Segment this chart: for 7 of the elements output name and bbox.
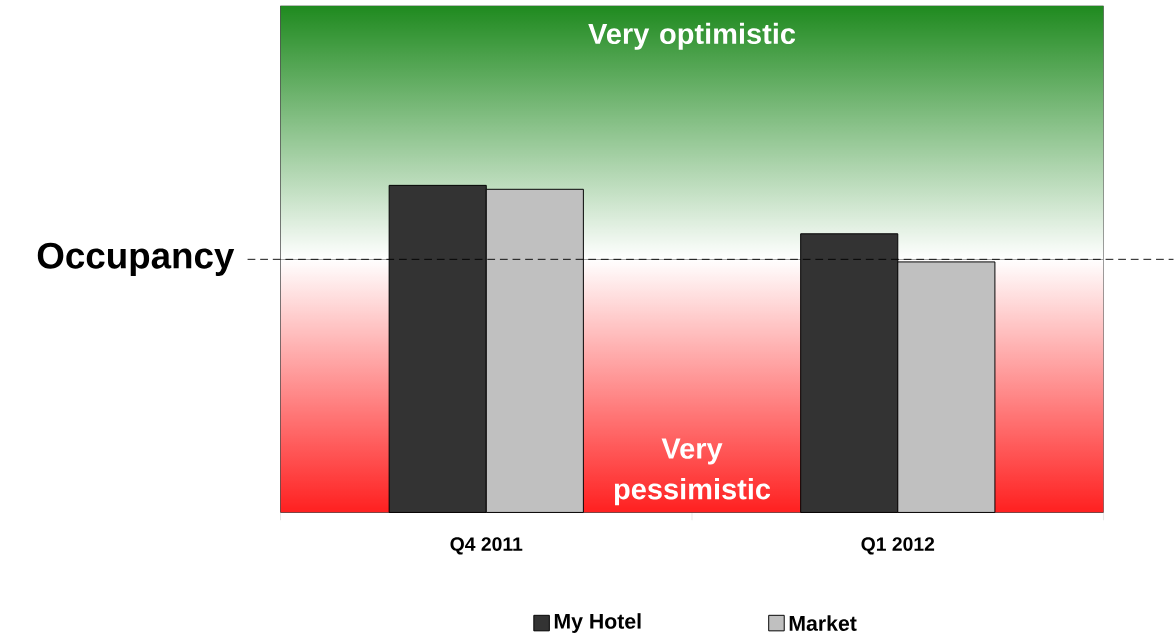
band-label: Very pessimistic (614, 438, 771, 506)
band-label: Very optimistic (588, 23, 796, 51)
legend-label: My Hotel (554, 613, 641, 634)
x-tick-label: Q4 2011 (450, 537, 523, 555)
ref-line-label: Occupancy (37, 242, 235, 277)
x-tick-label: Q1 2012 (861, 537, 935, 555)
legend-label: Market (789, 615, 857, 632)
